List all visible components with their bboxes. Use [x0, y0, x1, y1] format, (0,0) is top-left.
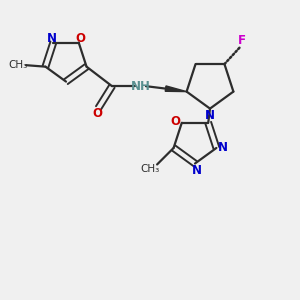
- Text: CH₃: CH₃: [8, 60, 27, 70]
- Text: N: N: [205, 109, 215, 122]
- Polygon shape: [165, 86, 187, 92]
- Text: NH: NH: [130, 80, 151, 93]
- Text: CH₃: CH₃: [140, 164, 159, 174]
- Text: N: N: [47, 32, 57, 45]
- Text: O: O: [75, 32, 85, 45]
- Text: F: F: [238, 34, 246, 46]
- Text: N: N: [191, 164, 202, 177]
- Text: O: O: [92, 107, 102, 120]
- Text: O: O: [170, 115, 180, 128]
- Text: N: N: [218, 142, 228, 154]
